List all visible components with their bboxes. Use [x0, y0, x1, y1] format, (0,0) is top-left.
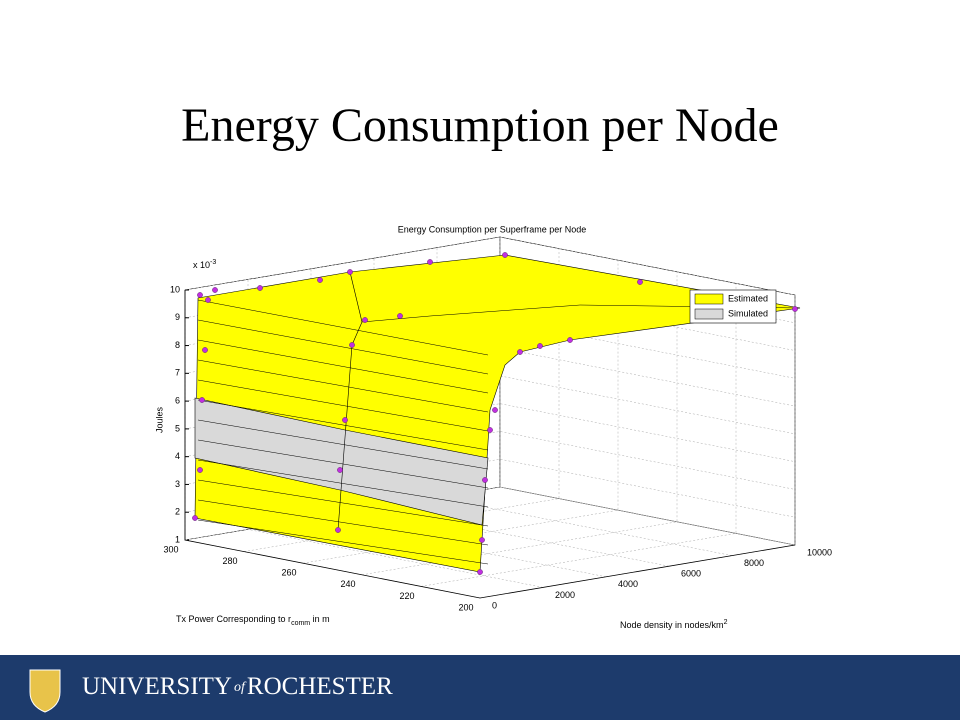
- legend-label: Estimated: [728, 293, 768, 303]
- x-tick-label: 200: [458, 602, 473, 612]
- surface-marker: [487, 427, 493, 433]
- surface-marker: [477, 569, 483, 575]
- surface-marker: [792, 306, 798, 312]
- y-tick-label: 10000: [807, 547, 832, 557]
- y-label-sup: 2: [724, 619, 728, 626]
- mesh-line: [197, 519, 489, 565]
- legend-swatch: [694, 293, 724, 305]
- z-tick-label: 9: [175, 312, 180, 322]
- surface-marker: [567, 337, 573, 343]
- chart-title: Energy Consumption per Superframe per No…: [398, 224, 587, 234]
- y-axis-label: Node density in nodes/km2: [620, 619, 728, 631]
- legend-label: Simulated: [728, 308, 768, 318]
- surface-marker: [427, 259, 433, 265]
- z-tick-label: 8: [175, 340, 180, 350]
- surface-marker: [492, 407, 498, 413]
- surface-marker: [337, 467, 343, 473]
- x-tick-label: 300: [163, 544, 178, 554]
- surface-marker: [199, 397, 205, 403]
- y-label-text: Node density in nodes/km: [620, 620, 724, 630]
- x-label-sub: comm: [291, 620, 310, 627]
- surface-marker: [397, 313, 403, 319]
- grid-line: [247, 279, 544, 588]
- z-multiplier-exp: -3: [210, 259, 216, 266]
- surface-marker: [197, 292, 203, 298]
- surface-marker: [479, 537, 485, 543]
- y-tick-label: 6000: [681, 569, 701, 579]
- surface-marker: [212, 287, 218, 293]
- mesh-line: [197, 399, 489, 451]
- footer-band: [0, 655, 960, 720]
- z-axis-label: Joules: [154, 406, 164, 433]
- y-tick-label: 2000: [555, 590, 575, 600]
- footer-university: UNIVERSITY ofROCHESTER: [82, 673, 393, 700]
- z-tick-label: 6: [175, 395, 180, 405]
- surface-marker: [537, 343, 543, 349]
- z-tick-label: 4: [175, 451, 180, 461]
- z-tick-label: 5: [175, 423, 180, 433]
- surface-marker: [637, 279, 643, 285]
- mesh-line: [197, 299, 489, 356]
- surface-marker: [482, 477, 488, 483]
- surface-marker: [362, 317, 368, 323]
- surface-marker: [205, 297, 211, 303]
- logo-shield: [29, 669, 61, 713]
- surface-marker: [197, 467, 203, 473]
- x-tick-label: 260: [281, 568, 296, 578]
- x-label-suffix: in m: [310, 614, 330, 624]
- surface-marker: [342, 417, 348, 423]
- z-multiplier-base: x 10: [193, 260, 210, 270]
- surface-marker: [517, 349, 523, 355]
- y-tick-label: 4000: [618, 579, 638, 589]
- mesh-line: [197, 339, 489, 394]
- surface-marker: [335, 527, 341, 533]
- z-tick-label: 3: [175, 479, 180, 489]
- mesh-line: [197, 459, 489, 508]
- mesh-line: [197, 379, 489, 432]
- mesh-line: [197, 479, 489, 527]
- axis: [184, 290, 796, 599]
- slide-title: Energy Consumption per Node: [181, 99, 779, 152]
- mesh-line: [197, 499, 489, 546]
- z-tick-label: 2: [175, 507, 180, 517]
- z-multiplier: x 10-3: [193, 259, 216, 271]
- z-tick-label: 7: [175, 368, 180, 378]
- surface-marker: [192, 515, 198, 521]
- y-tick-label: 0: [492, 600, 497, 610]
- y-tick-label: 8000: [744, 558, 764, 568]
- mesh-line: [197, 319, 489, 375]
- z-tick-label: 10: [170, 284, 180, 294]
- x-axis-label: Tx Power Corresponding to rcomm in m: [176, 614, 330, 626]
- x-tick-label: 280: [222, 556, 237, 566]
- surface-marker: [202, 347, 208, 353]
- x-tick-label: 220: [399, 591, 414, 601]
- surface-marker: [349, 342, 355, 348]
- z-tick-label: 1: [175, 534, 180, 544]
- x-tick-label: 240: [340, 579, 355, 589]
- surface-marker: [257, 285, 263, 291]
- mesh-line: [337, 271, 363, 531]
- legend-swatch: [694, 308, 724, 320]
- mesh-line: [197, 419, 489, 470]
- grid-line: [499, 237, 796, 546]
- x-label-text: Tx Power Corresponding to r: [176, 614, 291, 624]
- surface-marker: [502, 252, 508, 258]
- mesh-line: [197, 359, 489, 413]
- surface-marker: [347, 269, 353, 275]
- surface-marker: [317, 277, 323, 283]
